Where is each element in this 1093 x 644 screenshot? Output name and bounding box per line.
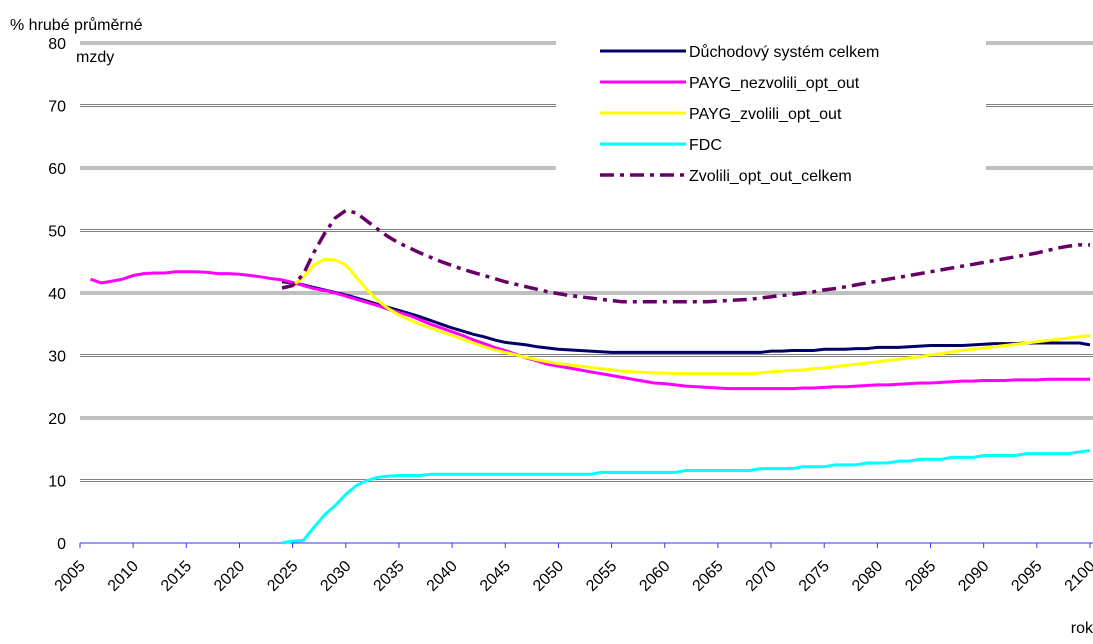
legend-box: [556, 36, 986, 194]
x-tick-label: 2025: [264, 558, 301, 595]
y-tick-label: 40: [48, 286, 66, 303]
legend-label: Zvolili_opt_out_celkem: [689, 168, 852, 185]
legend-label: FDC: [689, 137, 722, 154]
x-tick-label: 2015: [158, 558, 195, 595]
x-tick-label: 2050: [530, 558, 567, 595]
legend-label: Důchodový systém celkem: [689, 43, 879, 61]
x-tick-label: 2030: [317, 558, 354, 595]
y-tick-label: 80: [48, 36, 66, 53]
y-tick-label: 10: [48, 474, 66, 491]
x-axis-label: rok: [1071, 620, 1093, 637]
series-line: [281, 280, 1091, 354]
x-tick-label: 2020: [211, 558, 248, 595]
series-line: [281, 208, 1090, 304]
x-tick-label: 2095: [1008, 558, 1045, 595]
x-tick-label: 2100: [1062, 558, 1093, 595]
x-tick-label: 2060: [636, 558, 673, 595]
x-tick-label: 2045: [477, 558, 514, 595]
x-tick-label: 2035: [371, 558, 408, 595]
y-tick-label: 50: [48, 224, 66, 241]
x-tick-label: 2010: [105, 558, 142, 595]
y-axis-label: % hrubé průměrné: [10, 16, 143, 34]
y-tick-label: 20: [48, 411, 66, 428]
y-tick-label: 30: [48, 349, 66, 366]
x-tick-label: 2090: [955, 558, 992, 595]
series-line: [281, 257, 1091, 376]
x-tick-label: 2075: [796, 558, 833, 595]
x-tick-label: 2055: [583, 558, 620, 595]
series-line: [281, 449, 1091, 545]
y-tick-label: 0: [57, 536, 66, 553]
y-tick-label: 70: [48, 99, 66, 116]
x-tick-label: 2065: [690, 558, 727, 595]
x-tick-label: 2085: [902, 558, 939, 595]
series-line: [90, 270, 1090, 391]
x-tick-label: 2080: [849, 558, 886, 595]
x-tick-label: 2070: [743, 558, 780, 595]
x-tick-label: 2005: [52, 558, 89, 595]
y-tick-label: 60: [48, 161, 66, 178]
legend-label: PAYG_nezvolili_opt_out: [689, 75, 860, 92]
legend-label: PAYG_zvolili_opt_out: [689, 106, 842, 123]
y-axis-label: mzdy: [76, 49, 114, 66]
x-tick-label: 2040: [424, 558, 461, 595]
